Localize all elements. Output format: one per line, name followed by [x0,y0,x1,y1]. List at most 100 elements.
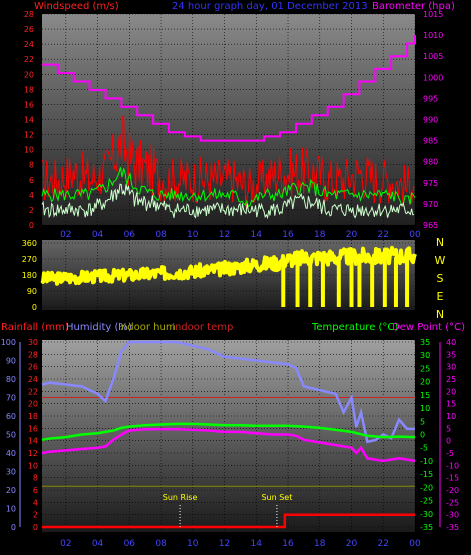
x-tick-label: 04 [92,230,104,240]
temperature-axis-title: Temperature (°C) [311,322,398,333]
dewpoint-tick-label: -20 [446,486,459,495]
x-tick-label: 10 [187,539,199,549]
x-tick-label: 06 [124,230,136,240]
temperature-humidity-panel: Sun Rise Sun Set 02 04 06 08 10 12 14 16 18 20 22 00… [1,338,459,549]
compass-label: N [436,308,444,321]
chart-title: 24 hour graph day, 01 December 2013 [172,1,368,12]
humidity-tick-label: 100 [1,338,16,347]
dewpoint-tick-label: -15 [446,474,459,483]
compass-label: S [437,272,444,285]
x-tick-label: 06 [124,539,136,549]
x-tick-label: 12 [219,539,230,549]
direction-tick-label: 180 [22,271,37,280]
dewpoint-tick-label: -35 [446,523,459,532]
wind-direction-series [40,245,417,307]
dewpoint-tick-label: -5 [446,449,454,458]
direction-dropout-bar [295,257,300,307]
temperature-tick-label: 0 [420,431,425,440]
temperature-line [41,422,416,442]
windspeed-tick-label: 18 [24,85,34,94]
x-tick-label: 18 [314,539,326,549]
direction-tick-label: 90 [27,287,37,296]
sunrise-label: Sun Rise [163,493,198,502]
x-tick-label: 00 [409,539,421,549]
x-tick-label: 02 [60,539,71,549]
humidity-tick-label: 30 [6,468,16,477]
direction-dropout-bar [370,257,375,307]
direction-dropout-bar [393,257,398,307]
rainfall-tick-label: 22 [28,387,38,396]
rainfall-tick-label: 16 [28,424,38,433]
x-tick-label: 12 [219,230,230,240]
windspeed-tick-label: 26 [24,25,34,34]
dew-point-line [41,427,416,463]
barometer-tick-label: 1010 [423,31,443,40]
windspeed-line [41,114,415,210]
dewpoint-tick-label: 0 [446,437,451,446]
x-tick-label: 20 [346,539,358,549]
rainfall-tick-label: 12 [28,449,38,458]
barometer-tick-label: 1005 [423,52,443,61]
x-tick-label: 14 [251,230,263,240]
x-tick-label: 22 [378,539,389,549]
x-tick-label: 14 [251,539,263,549]
direction-dropout-bar [336,257,341,307]
temperature-humidity-ticks: 02 04 06 08 10 12 14 16 18 20 22 000246810121416182… [1,338,459,549]
rainfall-tick-label: 2 [33,511,38,520]
barometer-tick-label: 990 [423,116,438,125]
rainfall-tick-label: 18 [28,412,38,421]
rainfall-line [42,513,415,529]
rainfall-axis-title: Rainfall (mm) [1,322,69,333]
windspeed-axis-title: Windspeed (m/s) [34,1,119,12]
x-tick-label: 04 [92,539,104,549]
humidity-line [41,340,415,444]
x-tick-label: 16 [282,539,294,549]
rainfall-tick-label: 24 [28,375,38,384]
temperature-tick-label: 5 [420,417,425,426]
windspeed-tick-label: 10 [24,146,34,155]
direction-dropout-bar [405,257,410,307]
direction-dropout-bar [308,257,313,307]
temperature-tick-label: -20 [420,483,433,492]
barometer-tick-label: 980 [423,158,438,167]
windspeed-tick-label: 24 [24,40,34,49]
direction-dropout-bar [349,257,354,307]
windspeed-tick-label: 12 [24,131,34,140]
dewpoint-tick-label: 20 [446,387,456,396]
rainfall-tick-label: 10 [28,461,38,470]
humidity-axis-title: Humidity (%) [66,322,132,333]
indoor-temp-legend: Indoor temp [172,322,233,333]
windspeed-tick-label: 2 [29,206,34,215]
humidity-tick-label: 50 [6,431,16,440]
humidity-tick-label: 70 [6,394,16,403]
windspeed-tick-label: 16 [24,100,34,109]
barometer-tick-label: 1015 [423,10,443,19]
dewpoint-tick-label: 30 [446,363,456,372]
direction-dropout-bar [281,257,286,307]
wind-barometer-series [41,35,416,220]
dewpoint-tick-label: 15 [446,400,456,409]
dewpoint-tick-label: -10 [446,461,459,470]
x-tick-label: 20 [346,230,358,240]
windspeed-tick-label: 22 [24,55,34,64]
temperature-tick-label: 30 [420,351,430,360]
x-tick-label: 16 [282,230,294,240]
x-tick-label: 08 [155,539,167,549]
windspeed-tick-label: 8 [29,161,34,170]
humidity-tick-label: 40 [6,449,16,458]
direction-tick-label: 360 [22,239,37,248]
compass-label: N [436,236,444,249]
humidity-tick-label: 90 [6,357,16,366]
rainfall-tick-label: 8 [33,474,38,483]
direction-dropout-bar [357,257,362,307]
barometer-tick-label: 985 [423,137,438,146]
temperature-tick-label: -10 [420,457,433,466]
direction-dropout-bar [320,257,325,307]
barometer-axis-title: Barometer (hpa) [372,1,455,12]
direction-tick-label: 0 [32,303,37,312]
temperature-tick-label: 25 [420,364,430,373]
temperature-tick-label: -30 [420,510,433,519]
temperature-tick-label: 35 [420,338,430,347]
x-tick-label: 22 [378,230,389,240]
